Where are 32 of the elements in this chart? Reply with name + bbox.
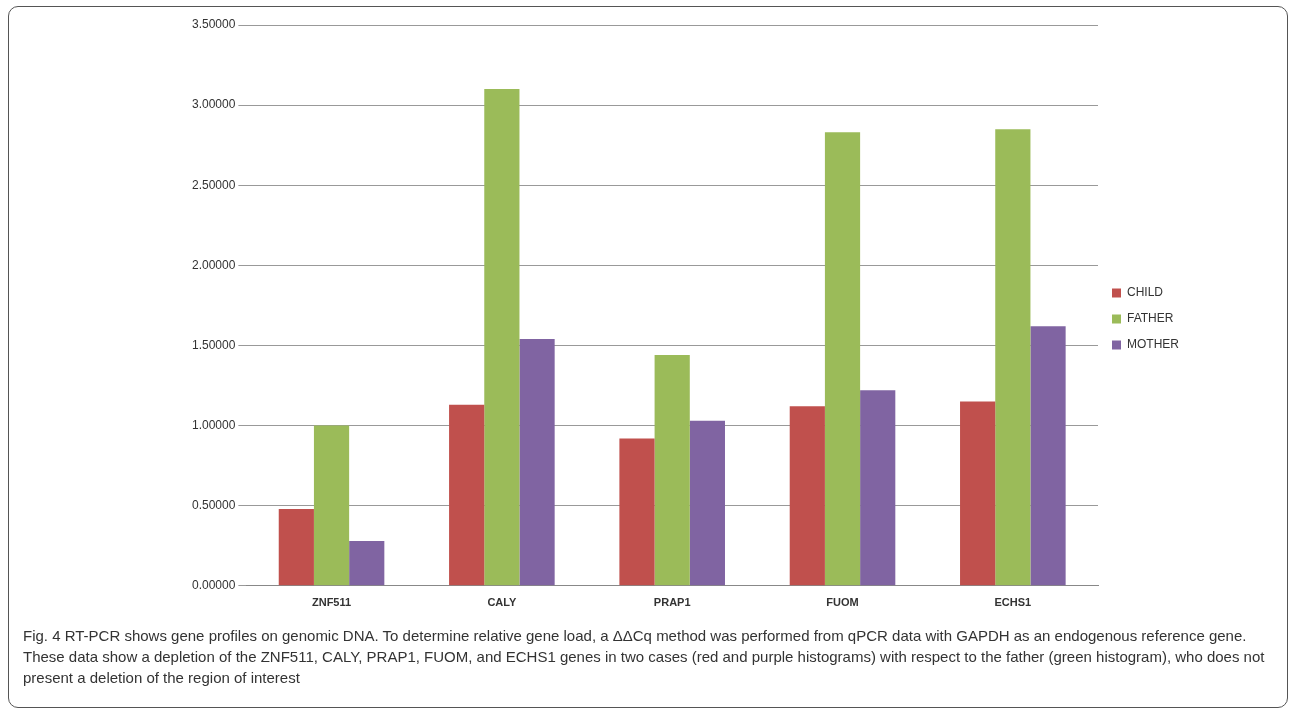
bar bbox=[789, 406, 825, 586]
bar bbox=[824, 132, 861, 586]
bar bbox=[484, 89, 520, 586]
x-tick-label: PRAP1 bbox=[653, 596, 691, 609]
legend-label: CHILD bbox=[1127, 285, 1164, 300]
bar bbox=[278, 508, 314, 586]
bar bbox=[349, 540, 385, 586]
bar bbox=[519, 339, 555, 586]
bar bbox=[1030, 326, 1066, 586]
x-tick-label: FUOM bbox=[826, 596, 859, 609]
legend-label: FATHER bbox=[1127, 311, 1174, 326]
y-tick-label: 1.50000 bbox=[191, 337, 236, 352]
bar bbox=[995, 129, 1031, 586]
bar bbox=[689, 420, 725, 586]
x-tick-label: ECHS1 bbox=[994, 596, 1032, 609]
y-tick-label: 2.00000 bbox=[191, 257, 236, 272]
caption: Fig. 4 RT-PCR shows gene profiles on genomic DNA. To determine relative gene load, a ΔΔCq method was performed from qPCR data with GAPDH as an endogenous reference gene. These data show a depletion of the ZNF511, CALY, PRAP1, FUOM, and ECHS1 genes in two cases (red and purple histograms) with respect to the father (green histogram), who does not present a deletion of the region of interest bbox=[23, 626, 1266, 688]
y-tick-label: 3.50000 bbox=[191, 17, 236, 32]
bar bbox=[313, 425, 350, 586]
y-tick-label: 0.50000 bbox=[191, 498, 236, 512]
y-tick-label: 3.00000 bbox=[191, 97, 236, 112]
bar bbox=[960, 401, 996, 586]
bar bbox=[619, 438, 655, 586]
y-tick-label: 1.00000 bbox=[191, 417, 236, 432]
bar bbox=[654, 355, 690, 586]
legend-label: MOTHER bbox=[1127, 337, 1180, 352]
bar bbox=[449, 404, 485, 586]
y-tick-label: 0.00000 bbox=[191, 578, 236, 593]
y-tick-label: 2.50000 bbox=[191, 177, 236, 192]
x-tick-label: CALY bbox=[487, 596, 517, 609]
bar bbox=[860, 390, 896, 586]
x-tick-label: ZNF511 bbox=[311, 596, 352, 609]
